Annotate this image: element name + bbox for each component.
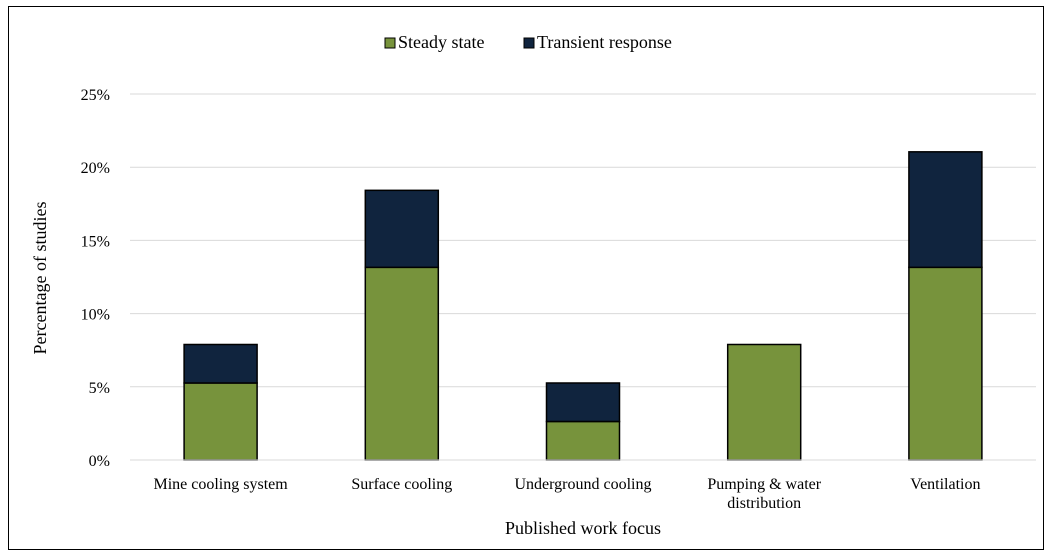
bar-segment xyxy=(183,382,258,461)
bars xyxy=(183,151,983,461)
x-category-label: Ventilation xyxy=(910,476,980,493)
x-category-label: Underground cooling xyxy=(514,476,651,493)
y-tick-label: 0% xyxy=(89,453,110,470)
bar-segment xyxy=(183,343,258,384)
y-axis-title: Percentage of studies xyxy=(30,202,50,355)
y-tick-label: 10% xyxy=(81,307,110,324)
y-tick-label: 20% xyxy=(81,160,110,177)
bar-segment xyxy=(726,343,802,461)
x-category-label: Surface cooling xyxy=(351,476,452,493)
bar-segment xyxy=(908,266,983,461)
x-category-label: Mine cooling system xyxy=(153,476,288,493)
bar-segment xyxy=(545,382,621,423)
bar-segment xyxy=(908,151,983,269)
chart-frame xyxy=(8,6,1044,550)
legend-swatch xyxy=(523,37,535,49)
legend-label: Steady state xyxy=(398,32,484,52)
y-tick-label: 5% xyxy=(89,380,110,397)
legend-label: Transient response xyxy=(537,32,672,52)
legend-swatch xyxy=(384,37,396,49)
bar-segment xyxy=(364,266,440,461)
y-tick-label: 25% xyxy=(81,87,110,104)
gridlines xyxy=(130,93,1036,388)
bar-segment xyxy=(364,189,440,269)
x-category-label: Pumping & water distribution xyxy=(707,476,821,512)
y-axis-ticks: 0% 5% 10% 15% 20% 25% xyxy=(81,87,110,470)
legend: Steady state Transient response xyxy=(384,32,672,52)
x-axis-categories: Mine cooling system Surface cooling Underg… xyxy=(153,476,980,512)
bar-segment xyxy=(545,420,621,461)
x-axis-title: Published work focus xyxy=(505,518,661,538)
y-tick-label: 15% xyxy=(81,233,110,250)
